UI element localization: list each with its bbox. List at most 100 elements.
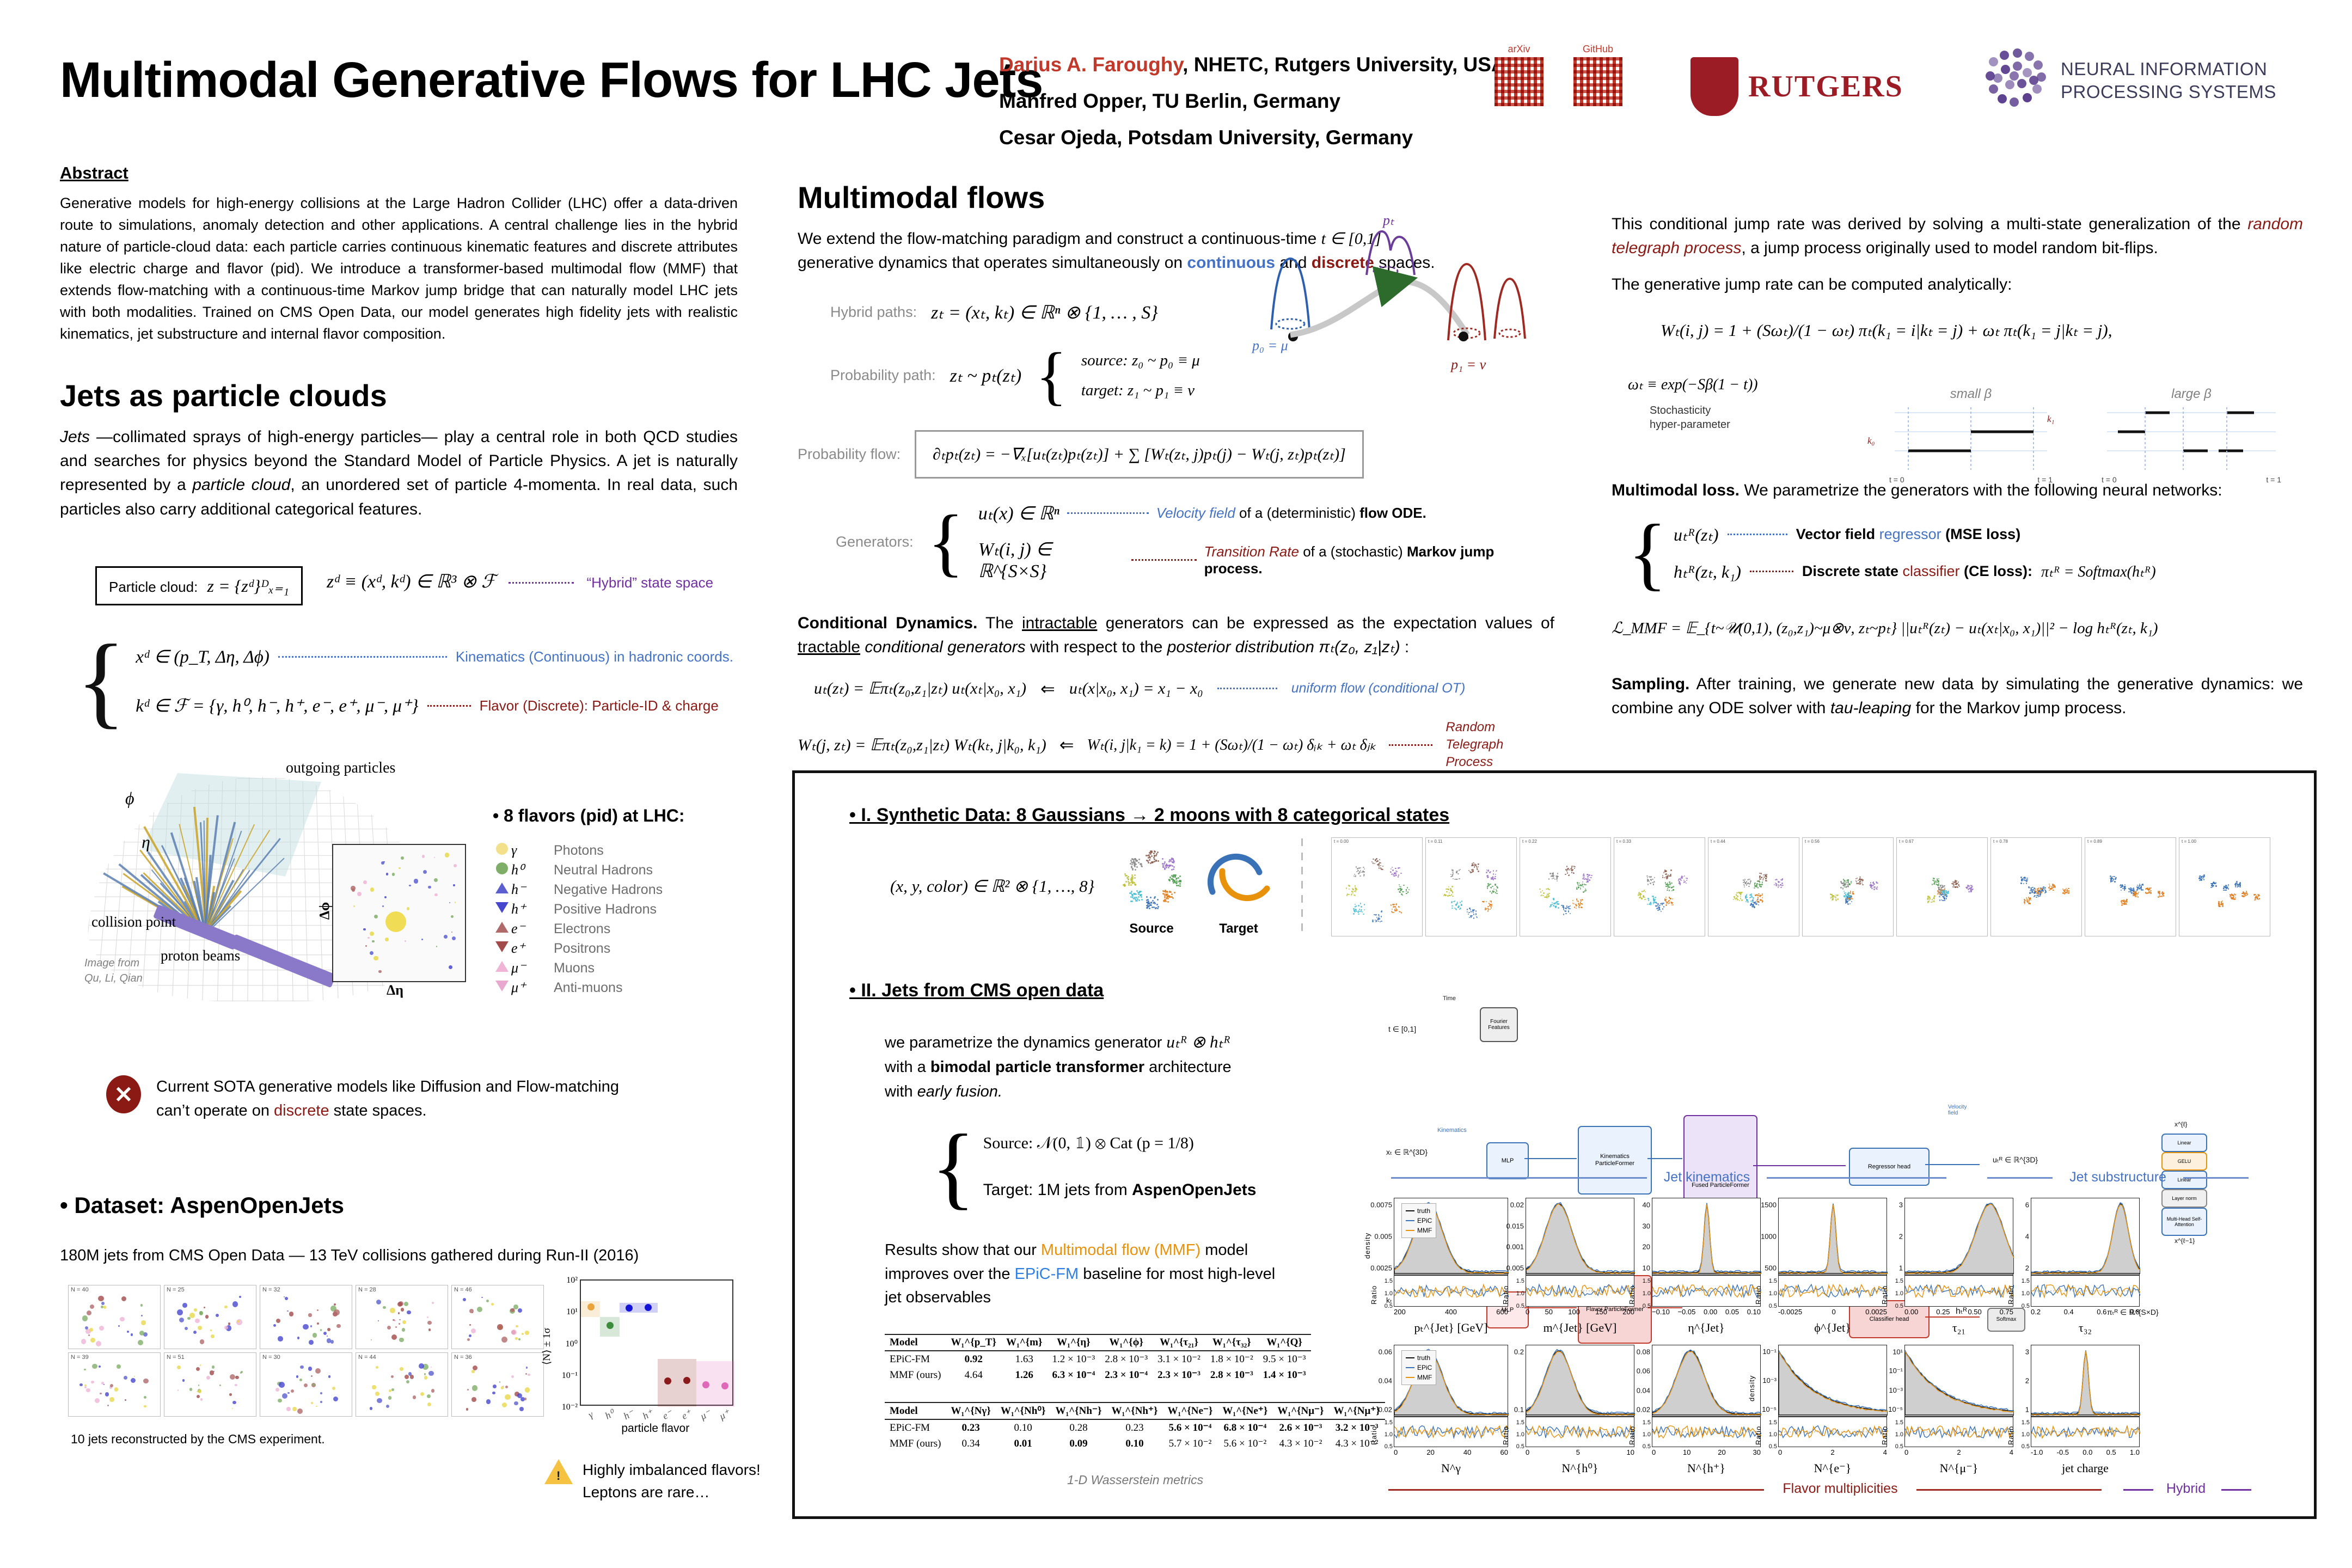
trajectory-point [1546, 889, 1547, 890]
y-tick-label: 2 [1899, 1233, 1903, 1241]
jet-particle [525, 1331, 529, 1335]
trajectory-point [1644, 897, 1645, 898]
generators-row: Generators: { uₜ(x) ∈ ℝⁿ Velocity field … [836, 503, 1554, 582]
arxiv-qr-block[interactable]: arXiv [1494, 44, 1543, 106]
y-tick-label: 500 [1765, 1264, 1777, 1272]
y-tick-label: 10⁻² [562, 1401, 578, 1412]
small-beta-svg [1889, 402, 2053, 473]
jet-particle [505, 1386, 508, 1388]
flavor-marker-icon [493, 961, 511, 975]
trajectory-point [1448, 889, 1449, 890]
jet-particle [407, 1310, 411, 1314]
trajectory-point [1376, 858, 1377, 859]
plot-main-axes: 0.2 0.1 [1526, 1345, 1634, 1417]
trajectory-point [1490, 909, 1491, 910]
jet-particle [89, 1328, 93, 1332]
inset-particle [455, 902, 456, 903]
table-header-cell: W₁^{η} [1047, 1334, 1100, 1351]
github-qr-block[interactable]: GitHub [1573, 44, 1622, 106]
eight-gaussians-icon [1116, 844, 1187, 915]
jet-particle [210, 1330, 212, 1331]
networks-brace-icon: { [1628, 520, 1667, 586]
gaussian-sample [1167, 865, 1168, 866]
ratio-tick-label: 0.5 [1385, 1443, 1393, 1450]
trajectory-point [1944, 887, 1945, 889]
trajectory-point [1653, 897, 1655, 898]
trajectory-point [1834, 896, 1835, 897]
trajectory-point [1650, 879, 1651, 880]
table-value-cell: 2.3 × 10⁻³ [1153, 1367, 1205, 1383]
jet-particle [486, 1300, 489, 1302]
jet-particle [303, 1324, 308, 1330]
gaussian-sample [1130, 901, 1132, 902]
inset-particle [453, 884, 455, 886]
x-tick-label: 0.0 [2082, 1448, 2092, 1456]
cond-a: The [977, 614, 1022, 632]
trajectory-point [1491, 887, 1492, 888]
ratio-tick-label: 1.5 [2022, 1278, 2030, 1284]
x-tick-row: 024 [1904, 1448, 2013, 1456]
trajectory-point [1939, 896, 1940, 897]
trajectory-point [2123, 901, 2124, 902]
table-value-cell: 1.2 × 10⁻³ [1047, 1351, 1100, 1367]
inset-particle [378, 970, 382, 973]
trajectory-point [2203, 879, 2204, 880]
trajectory-point [1585, 884, 1586, 885]
trajectory-point [2199, 877, 2200, 878]
table-header-cell: W₁^{Ne⁻} [1163, 1402, 1218, 1419]
x-tick-label: 0.2 [2031, 1308, 2041, 1316]
jet-particle [195, 1319, 199, 1323]
particle-cloud-label: Particle cloud: [109, 579, 198, 595]
image-credit-line-2: Qu, Li, Qian [84, 972, 143, 985]
gaussian-sample [1169, 877, 1171, 878]
arch-block: Kinematics ParticleFormer [1578, 1126, 1652, 1195]
cond-b: generators can be expressed as the expec… [1097, 614, 1554, 632]
trajectory-point [2066, 888, 2067, 889]
particle-cloud-box: Particle cloud: z = {zᵈ}ᴰₓ₌₁ [95, 566, 303, 605]
trajectory-point [1859, 877, 1860, 878]
particle-cloud-equation: z = {zᵈ}ᴰₓ₌₁ [207, 576, 289, 596]
legend-label: MMF [1417, 1226, 1432, 1235]
ratio-tick-label: 0.5 [1516, 1303, 1524, 1309]
table-caption: 1-D Wasserstein metrics [1067, 1473, 1203, 1487]
trajectory-point [1681, 878, 1682, 879]
trajectory-point [1445, 895, 1446, 896]
y-tick-label: 1 [2025, 1406, 2029, 1414]
flavor-imbalance-ylabel: ⟨N⟩ ± 1σ [541, 1328, 553, 1365]
trajectory-point [1843, 895, 1845, 896]
histogram-curve [2031, 1198, 2140, 1275]
jet-particle [311, 1402, 313, 1404]
x-tick-label: h⁻ [622, 1407, 636, 1422]
substructure-band-label: Jet substructure [2058, 1169, 2178, 1185]
ratio-curves [1779, 1276, 1888, 1306]
table-value-cell: 0.10 [1106, 1436, 1162, 1451]
trajectory-point [1478, 866, 1479, 867]
trajectory-point [1739, 900, 1740, 901]
gaussian-sample [1150, 853, 1152, 855]
source-target-block: { Source: 𝒩(0, 𝟙) ⊗ Cat (p = 1/8) Target… [931, 1130, 1256, 1204]
jet-particle [311, 1375, 313, 1377]
jet-particle [144, 1396, 146, 1399]
ratio-axes: 1.5 1.0 0.5 [1904, 1417, 2013, 1447]
jet-particle [402, 1328, 405, 1331]
trajectory-point [2130, 889, 2131, 890]
arxiv-qr-code[interactable] [1494, 57, 1543, 106]
jet-particle [316, 1406, 317, 1407]
github-qr-code[interactable] [1573, 57, 1622, 106]
trajectory-point [1652, 879, 1653, 880]
gaussian-sample [1174, 876, 1176, 878]
inset-particle [383, 861, 385, 863]
trajectory-point [1765, 875, 1766, 877]
y-tick-label: 10¹ [1892, 1348, 1903, 1356]
flavor-legend: • 8 flavors (pid) at LHC: γ Photons h⁰ Neut… [493, 806, 685, 999]
trajectory-point [1855, 878, 1857, 879]
gaussian-sample [1155, 855, 1157, 856]
trajectory-point [1450, 890, 1451, 891]
x-tick-label: 100 [1568, 1308, 1580, 1316]
ratio-tick-label: 0.5 [1769, 1443, 1777, 1450]
trajectory-point [1490, 884, 1491, 885]
y-tick-label: 0.08 [1637, 1348, 1650, 1356]
table-value-cell: 1.63 [1001, 1351, 1048, 1367]
trajectory-point [1457, 873, 1459, 874]
jet-particle [235, 1384, 237, 1386]
